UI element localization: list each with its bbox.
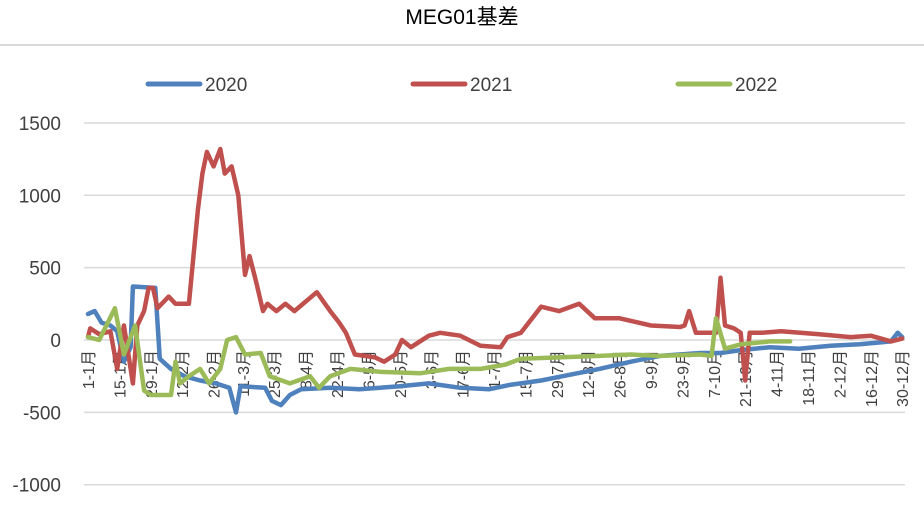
x-tick-label: 4-11月 (770, 350, 787, 397)
x-tick-label: 23-9月 (675, 350, 692, 398)
gridlines (84, 122, 905, 486)
x-tick-label: 16-12月 (864, 350, 881, 407)
x-tick-label: 29-7月 (550, 350, 567, 398)
y-tick-label: -1000 (12, 476, 61, 497)
legend: 2020 2021 2022 (145, 75, 777, 96)
x-tick-label: 15-7月 (518, 350, 535, 398)
legend-label-2022: 2022 (735, 75, 777, 96)
x-tick-label: 29-1月 (144, 350, 161, 398)
series-line-2022 (85, 305, 793, 398)
x-tick-label: 30-12月 (895, 350, 912, 407)
y-tick-label: 1000 (19, 186, 61, 207)
x-tick-label: 12-8月 (581, 350, 598, 398)
y-tick-label: 1500 (19, 114, 61, 135)
chart-title: MEG01基差 (405, 6, 518, 29)
x-tick-label: 2-12月 (832, 350, 849, 398)
x-tick-label: 1-7月 (487, 350, 504, 389)
legend-label-2021: 2021 (470, 75, 512, 96)
y-axis: 1500 1000 500 0 -500 -1000 (12, 114, 61, 497)
x-tick-label: 17-6月 (456, 350, 473, 398)
series-line-2021 (85, 146, 905, 386)
x-tick-label: 25-3月 (267, 350, 284, 398)
y-tick-label: 0 (50, 331, 61, 352)
series-lines (85, 146, 905, 415)
series-line-2020 (85, 284, 905, 415)
x-tick-label: 18-11月 (801, 350, 818, 406)
y-tick-label: -500 (23, 403, 61, 424)
legend-label-2020: 2020 (205, 75, 247, 96)
x-tick-label: 1-1月 (81, 350, 98, 389)
y-tick-label: 500 (29, 259, 61, 280)
x-tick-label: 7-10月 (707, 350, 724, 398)
